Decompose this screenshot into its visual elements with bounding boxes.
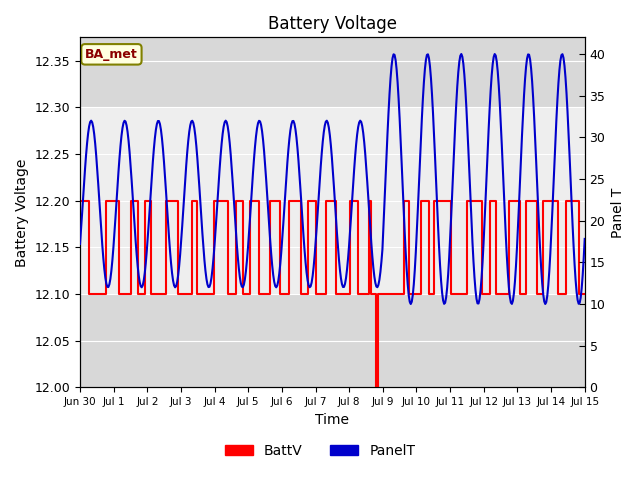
- X-axis label: Time: Time: [316, 413, 349, 427]
- Y-axis label: Battery Voltage: Battery Voltage: [15, 158, 29, 266]
- Text: BA_met: BA_met: [85, 48, 138, 61]
- Y-axis label: Panel T: Panel T: [611, 187, 625, 238]
- Title: Battery Voltage: Battery Voltage: [268, 15, 397, 33]
- Legend: BattV, PanelT: BattV, PanelT: [220, 438, 420, 464]
- Bar: [80, 108, 585, 294]
